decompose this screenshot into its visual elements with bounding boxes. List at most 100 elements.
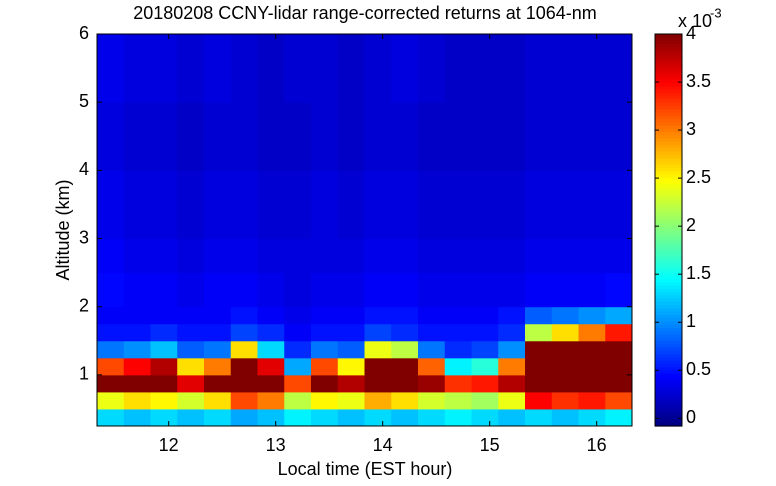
colorbar-swatch [655, 181, 682, 185]
colorbar-swatch [655, 154, 682, 159]
colorbar-swatch [655, 305, 682, 309]
plot-frame [96, 33, 633, 427]
heatmap-cell [525, 323, 553, 342]
heatmap-cell [284, 374, 312, 393]
colorbar-swatch [655, 341, 682, 345]
colorbar-swatch [655, 252, 682, 257]
heatmap-cell [471, 408, 499, 427]
colorbar-swatch [655, 99, 682, 104]
heatmap-cell [257, 408, 285, 427]
heatmap-cell [471, 391, 499, 410]
heatmap-cell [337, 323, 365, 342]
colorbar-swatch [655, 43, 682, 48]
colorbar-swatch [655, 308, 682, 313]
heatmap-cell [123, 323, 151, 342]
heatmap-cell [177, 34, 205, 103]
colorbar-swatch [655, 301, 682, 306]
heatmap-cell [605, 357, 633, 376]
heatmap-cell [525, 170, 553, 240]
colorbar-swatch [655, 334, 682, 339]
heatmap-cell [97, 170, 125, 240]
colorbar-swatch [655, 262, 682, 267]
heatmap-cell [418, 323, 446, 342]
heatmap-cell [498, 238, 526, 274]
heatmap-cell [311, 306, 339, 325]
heatmap-cell [578, 306, 606, 325]
x-tick-label: 13 [266, 435, 286, 455]
heatmap-cell [391, 102, 419, 171]
heatmap-cell [257, 374, 285, 393]
heatmap-cell [150, 374, 178, 393]
heatmap-cell [284, 391, 312, 410]
colorbar-swatch [655, 350, 682, 355]
heatmap-cell [337, 374, 365, 393]
heatmap-cell [284, 272, 312, 308]
heatmap-cell [230, 34, 258, 103]
heatmap-cell [97, 272, 125, 308]
heatmap-cell [525, 340, 553, 359]
heatmap-cell [311, 374, 339, 393]
heatmap-cell [551, 238, 579, 274]
colorbar-swatch [655, 96, 682, 100]
heatmap-cell [418, 391, 446, 410]
heatmap-cell [311, 323, 339, 342]
heatmap-cell [284, 34, 312, 103]
colorbar-swatch [655, 314, 682, 319]
heatmap-cell [418, 374, 446, 393]
heatmap-cell [257, 306, 285, 325]
colorbar-swatch [655, 347, 682, 352]
heatmap-cell [204, 391, 232, 410]
colorbar-swatch [655, 164, 682, 169]
colorbar-swatch [655, 416, 682, 421]
heatmap-cell [150, 306, 178, 325]
heatmap-cell [418, 272, 446, 308]
colorbar-swatch [655, 148, 682, 153]
colorbar-swatch [655, 380, 682, 385]
heatmap-cell [97, 374, 125, 393]
heatmap-cell [97, 408, 125, 427]
colorbar-swatch [655, 69, 682, 74]
heatmap-cell [337, 102, 365, 171]
colorbar-swatch [655, 184, 682, 189]
heatmap-cell [444, 391, 472, 410]
heatmap-cell [605, 408, 633, 427]
colorbar-swatch [655, 207, 682, 211]
heatmap-cell [364, 34, 392, 103]
colorbar-frame [654, 33, 683, 427]
heatmap-cell [605, 272, 633, 308]
heatmap-cell [578, 374, 606, 393]
heatmap-cell [204, 170, 232, 240]
colorbar-swatch [655, 324, 682, 329]
colorbar-tick-label: 1.5 [686, 263, 711, 283]
heatmap-cell [605, 170, 633, 240]
y-tick-label: 6 [79, 23, 89, 43]
colorbar-tick-label: 4 [686, 23, 696, 43]
heatmap-cell [311, 391, 339, 410]
heatmap-cell [605, 323, 633, 342]
heatmap-cell [471, 272, 499, 308]
colorbar-swatch [655, 151, 682, 156]
heatmap-cell [391, 340, 419, 359]
colorbar-swatch [655, 187, 682, 192]
colorbar-swatch [655, 357, 682, 362]
colorbar-swatch [655, 83, 682, 87]
heatmap-cell [551, 170, 579, 240]
heatmap-cell [498, 408, 526, 427]
colorbar-swatch [655, 259, 682, 264]
heatmap-cell [230, 323, 258, 342]
colorbar-swatch [655, 112, 682, 117]
colorbar-swatch [655, 272, 682, 277]
heatmap-cell [471, 357, 499, 376]
heatmap-cell [444, 374, 472, 393]
heatmap-cell [284, 238, 312, 274]
heatmap-cell [97, 102, 125, 171]
heatmap-cell [525, 306, 553, 325]
heatmap-cell [605, 34, 633, 103]
heatmap-cell [204, 408, 232, 427]
heatmap-cell [204, 323, 232, 342]
colorbar-swatch [655, 269, 682, 274]
colorbar-swatch [655, 399, 682, 404]
heatmap-cell [257, 357, 285, 376]
heatmap-cell [364, 408, 392, 427]
